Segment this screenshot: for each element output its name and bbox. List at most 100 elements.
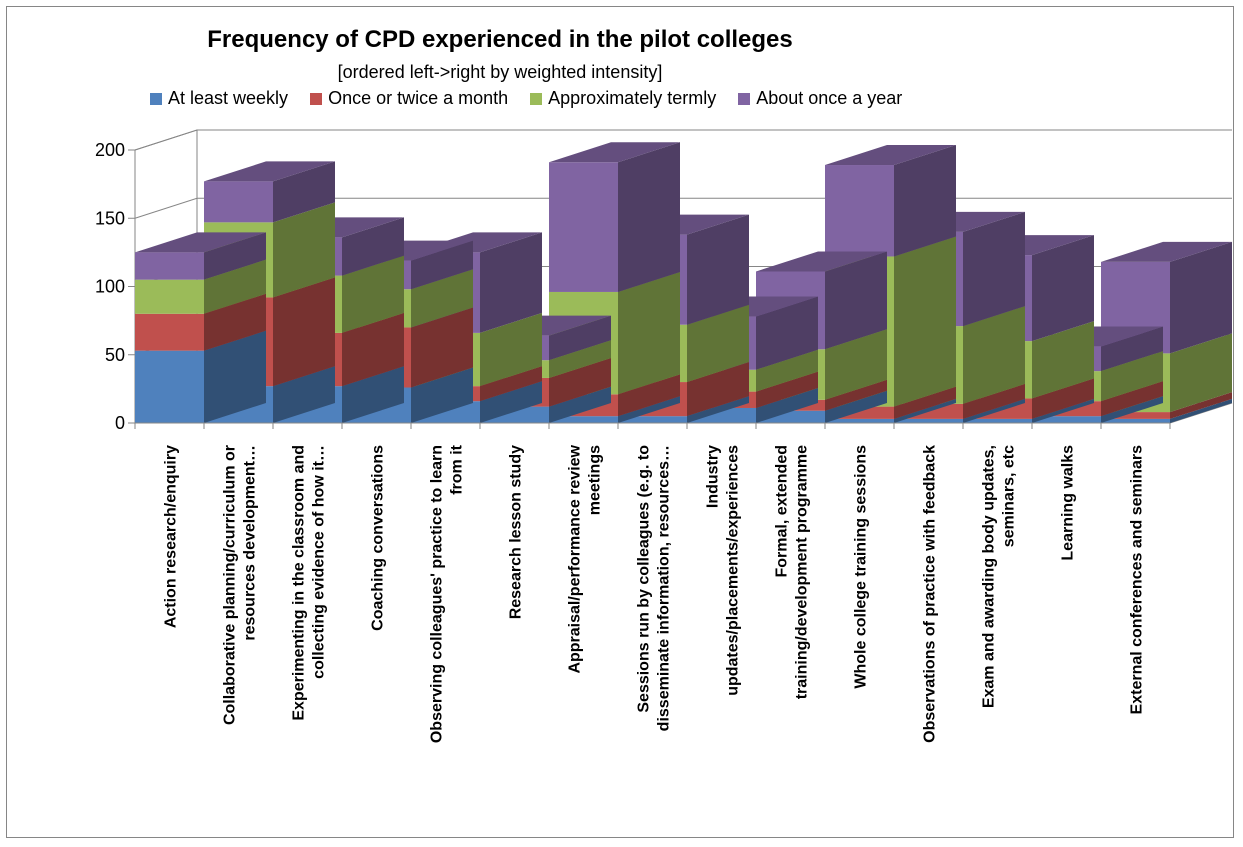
bar-side <box>1170 398 1232 423</box>
bar-segment <box>135 252 204 280</box>
bar-side <box>1101 326 1163 372</box>
bar-side <box>273 366 335 423</box>
x-category-label: from it <box>449 444 466 494</box>
bar-side <box>342 217 404 276</box>
bar-side <box>342 312 404 387</box>
bar-side <box>756 296 818 370</box>
bar-side <box>894 386 956 419</box>
x-category-label: disseminate information, resources… <box>656 445 673 731</box>
x-category-label: Experimenting in the classroom and <box>291 445 308 721</box>
bar-segment <box>894 418 963 423</box>
bar-side <box>342 255 404 333</box>
x-category-label: Observations of practice with feedback <box>922 445 939 743</box>
bar-side <box>1032 235 1094 342</box>
bar-side <box>480 381 542 423</box>
bar-segment <box>825 165 894 257</box>
x-category-label: Exam and awarding body updates, <box>981 445 998 708</box>
bar-side <box>1032 321 1094 399</box>
bar-side <box>411 307 473 388</box>
x-category-label: Industry <box>705 445 722 508</box>
bar-side <box>825 379 887 411</box>
bar-top <box>204 161 335 182</box>
bar-side <box>273 202 335 298</box>
bar-side <box>342 366 404 423</box>
chart-subtitle: [ordered left->right by weighted intensi… <box>337 62 663 82</box>
bar-side <box>687 362 749 417</box>
bar-segment <box>204 181 273 223</box>
bar-segment <box>135 279 204 314</box>
x-category-label: Appraisal/performance review <box>567 444 584 673</box>
bar-side <box>480 232 542 333</box>
bar-side <box>825 329 887 400</box>
x-category-label: Research lesson study <box>508 445 525 619</box>
legend-swatch <box>310 92 323 105</box>
bar-side <box>618 396 680 423</box>
x-category-label: collecting evidence of how it… <box>311 445 328 679</box>
bar-segment <box>549 416 618 423</box>
bar-side <box>1032 378 1094 419</box>
x-category-label: Observing colleagues' practice to learn <box>429 445 446 743</box>
bar-side <box>756 349 818 392</box>
x-category-label: Sessions run by colleagues (e.g. to <box>636 445 653 713</box>
y-tick-label: 100 <box>95 277 125 297</box>
legend-item: Approximately termly <box>530 88 716 109</box>
bar-side <box>411 269 473 328</box>
bar-side <box>204 232 266 280</box>
bar-side <box>825 390 887 423</box>
bar-side <box>549 386 611 423</box>
bar-side <box>894 236 956 407</box>
bar-segment <box>1101 412 1170 419</box>
x-category-label: updates/placements/experiences <box>725 445 742 696</box>
x-category-label: training/development programme <box>794 445 811 699</box>
legend-swatch <box>738 92 751 105</box>
bar-segment <box>135 350 204 423</box>
legend-label: About once a year <box>756 88 903 108</box>
bar-side <box>204 330 266 423</box>
legend-item: Once or twice a month <box>310 88 508 109</box>
bar-segment <box>549 162 618 292</box>
bar-side <box>1101 396 1163 423</box>
bar-side <box>894 145 956 257</box>
x-category-label: seminars, etc <box>1001 445 1018 547</box>
bar-side <box>411 240 473 290</box>
y-tick-label: 150 <box>95 208 125 228</box>
y-tick-label: 0 <box>115 413 125 433</box>
x-category-label: resources development… <box>242 445 259 641</box>
bar-top <box>549 142 680 163</box>
x-category-label: Collaborative planning/curriculum or <box>222 445 239 725</box>
x-category-label: Learning walks <box>1060 445 1077 561</box>
x-category-label: Whole college training sessions <box>853 445 870 689</box>
bar-side <box>825 251 887 350</box>
y-tick-label: 200 <box>95 140 125 160</box>
bar-segment <box>963 418 1032 423</box>
bar-side <box>1170 241 1232 354</box>
bar-side <box>687 214 749 325</box>
legend-item: About once a year <box>738 88 902 109</box>
bar-side <box>963 398 1025 423</box>
bar-side <box>756 371 818 408</box>
gridline <box>134 129 1232 151</box>
bar-side <box>273 161 335 223</box>
legend-label: Once or twice a month <box>328 88 509 108</box>
bar-side <box>756 387 818 423</box>
bar-side <box>963 306 1025 404</box>
x-category-label: Coaching conversations <box>370 445 387 631</box>
bar-segment <box>618 416 687 423</box>
bar-segment <box>1032 416 1101 423</box>
bar-side <box>1170 333 1232 413</box>
x-category-label: External conferences and seminars <box>1129 445 1146 715</box>
bar-segment <box>135 313 204 351</box>
x-category-label: meetings <box>587 445 604 515</box>
bar-side <box>480 366 542 402</box>
bar-side <box>963 211 1025 327</box>
bar-segment <box>1101 418 1170 423</box>
bar-side <box>618 271 680 395</box>
y-tick-label: 50 <box>105 345 125 365</box>
bar-side <box>480 312 542 387</box>
bar-side <box>1101 351 1163 402</box>
bar-side <box>1032 398 1094 423</box>
chart-title: Frequency of CPD experienced in the pilo… <box>207 26 793 53</box>
legend-swatch <box>530 92 543 105</box>
bar-side <box>204 259 266 314</box>
